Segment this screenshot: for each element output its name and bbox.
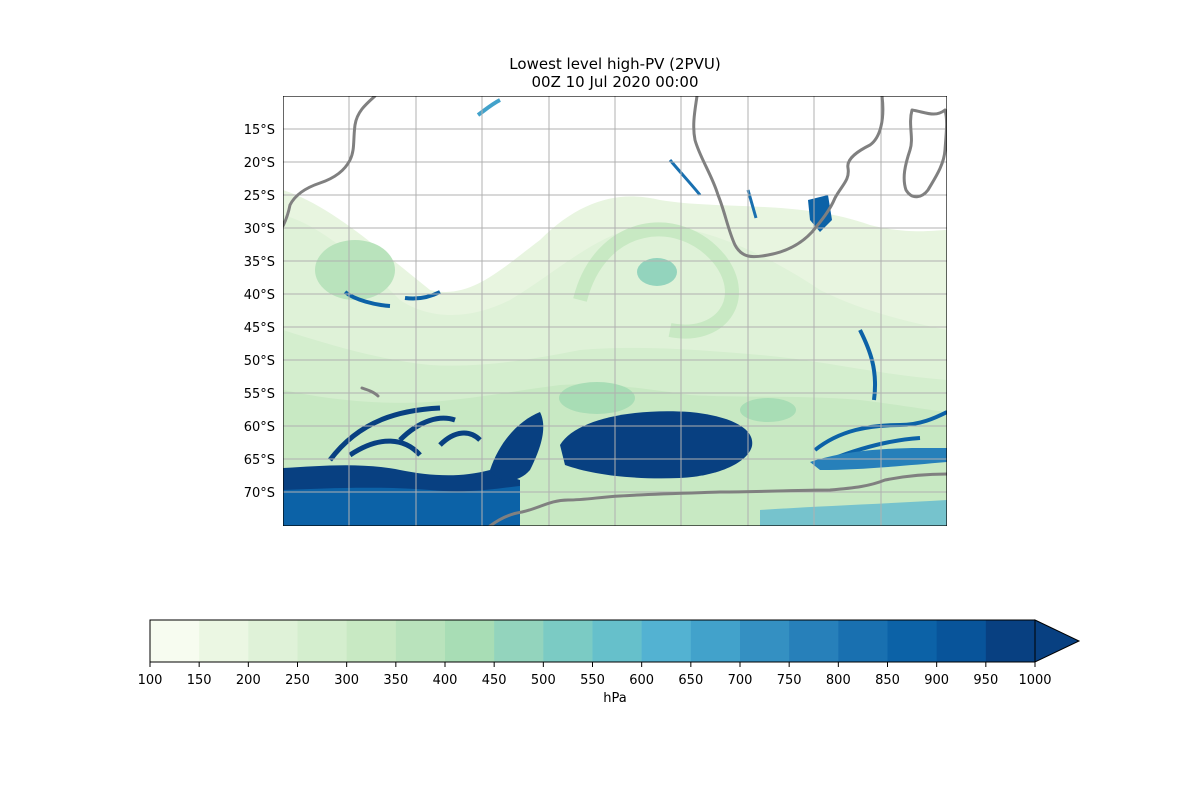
- colorbar-segment: [346, 620, 397, 662]
- pv-streak-north: [476, 98, 501, 117]
- colorbar-tick-label: 900: [924, 673, 949, 688]
- lat-label-65s: 65°S: [244, 453, 275, 468]
- colorbar-segment: [297, 620, 348, 662]
- pv-eddy-d: [315, 240, 395, 300]
- coastlines: [283, 96, 947, 526]
- colorbar-segment: [199, 620, 249, 662]
- lat-label-20s: 20°S: [244, 156, 275, 171]
- coastline-africa-south: [692, 96, 885, 259]
- colorbar-segment: [150, 620, 200, 662]
- colorbar-segment: [887, 620, 938, 662]
- colorbar-segment: [789, 620, 839, 662]
- title-line-1: Lowest level high-PV (2PVU): [509, 55, 721, 73]
- pv-eddy-c: [740, 398, 796, 422]
- colorbar-tick-label: 750: [777, 673, 802, 688]
- pv-blob-central: [560, 411, 753, 479]
- colorbar-segment: [494, 620, 544, 662]
- colorbar-tick-label: 500: [531, 673, 556, 688]
- lat-label-55s: 55°S: [244, 387, 275, 402]
- colorbar: 100 150 200 250 300 350 400 450 500 550 600 650 700 7…: [138, 619, 1081, 688]
- pv-streaks-west: [328, 405, 482, 462]
- colorbar-segment: [543, 620, 593, 662]
- colorbar-segment: [985, 620, 1036, 662]
- colorbar-segment: [592, 620, 643, 662]
- colorbar-segment: [936, 620, 987, 662]
- coastline-madagascar: [902, 108, 947, 199]
- coastline-antarctica: [488, 472, 947, 526]
- lat-label-15s: 15°S: [244, 123, 275, 138]
- colorbar-segment: [838, 620, 888, 662]
- colorbar-tick-label: 700: [728, 673, 753, 688]
- colorbar-segment: [740, 620, 790, 662]
- colorbar-extend-arrow: [1034, 619, 1081, 663]
- lat-label-70s: 70°S: [244, 486, 275, 501]
- colorbar-tick-label: 300: [334, 673, 359, 688]
- lat-label-50s: 50°S: [244, 354, 275, 369]
- colorbar-tick-label: 650: [678, 673, 703, 688]
- chart-title: Lowest level high-PV (2PVU) 00Z 10 Jul 2…: [283, 55, 947, 91]
- colorbar-tick-label: 1000: [1018, 673, 1051, 688]
- colorbar-tick-label: 800: [826, 673, 851, 688]
- colorbar-tick-label: 250: [285, 673, 310, 688]
- title-line-2: 00Z 10 Jul 2020 00:00: [531, 73, 699, 91]
- colorbar-tick-label: 950: [973, 673, 998, 688]
- colorbar-tick-label: 550: [580, 673, 605, 688]
- pv-deep-south-band: [283, 486, 520, 526]
- colorbar-segment: [248, 620, 298, 662]
- colorbar-unit-label: hPa: [603, 691, 627, 706]
- pv-antarctic-fringe: [760, 500, 947, 526]
- lat-label-40s: 40°S: [244, 288, 275, 303]
- colorbar-tick-label: 150: [187, 673, 212, 688]
- pv-eddy-a: [637, 258, 677, 286]
- pv-eddy-b: [559, 382, 635, 414]
- colorbar-tick-label: 600: [629, 673, 654, 688]
- colorbar-tick-label: 400: [433, 673, 458, 688]
- pv-blob-west: [490, 412, 544, 481]
- colorbar-segment: [395, 620, 446, 662]
- latitude-labels: 15°S 20°S 25°S 30°S 35°S 40°S 45°S 50°S …: [244, 123, 275, 501]
- colorbar-tick-label: 200: [236, 673, 261, 688]
- colorbar-tick-label: 350: [383, 673, 408, 688]
- colorbar-tick-label: 100: [138, 673, 163, 688]
- colorbar-tick-label: 450: [482, 673, 507, 688]
- coastline-island: [360, 386, 380, 398]
- colorbar-tick-label: 850: [875, 673, 900, 688]
- pv-swirl-center: [573, 222, 739, 339]
- lat-label-30s: 30°S: [244, 222, 275, 237]
- lat-label-25s: 25°S: [244, 189, 275, 204]
- lat-label-45s: 45°S: [244, 321, 275, 336]
- colorbar-segment: [690, 620, 741, 662]
- colorbar-segment: [445, 620, 495, 662]
- coastline-south-america: [283, 96, 377, 228]
- lat-label-60s: 60°S: [244, 420, 275, 435]
- lat-label-35s: 35°S: [244, 255, 275, 270]
- colorbar-segment: [641, 620, 692, 662]
- map-panel: [283, 96, 947, 526]
